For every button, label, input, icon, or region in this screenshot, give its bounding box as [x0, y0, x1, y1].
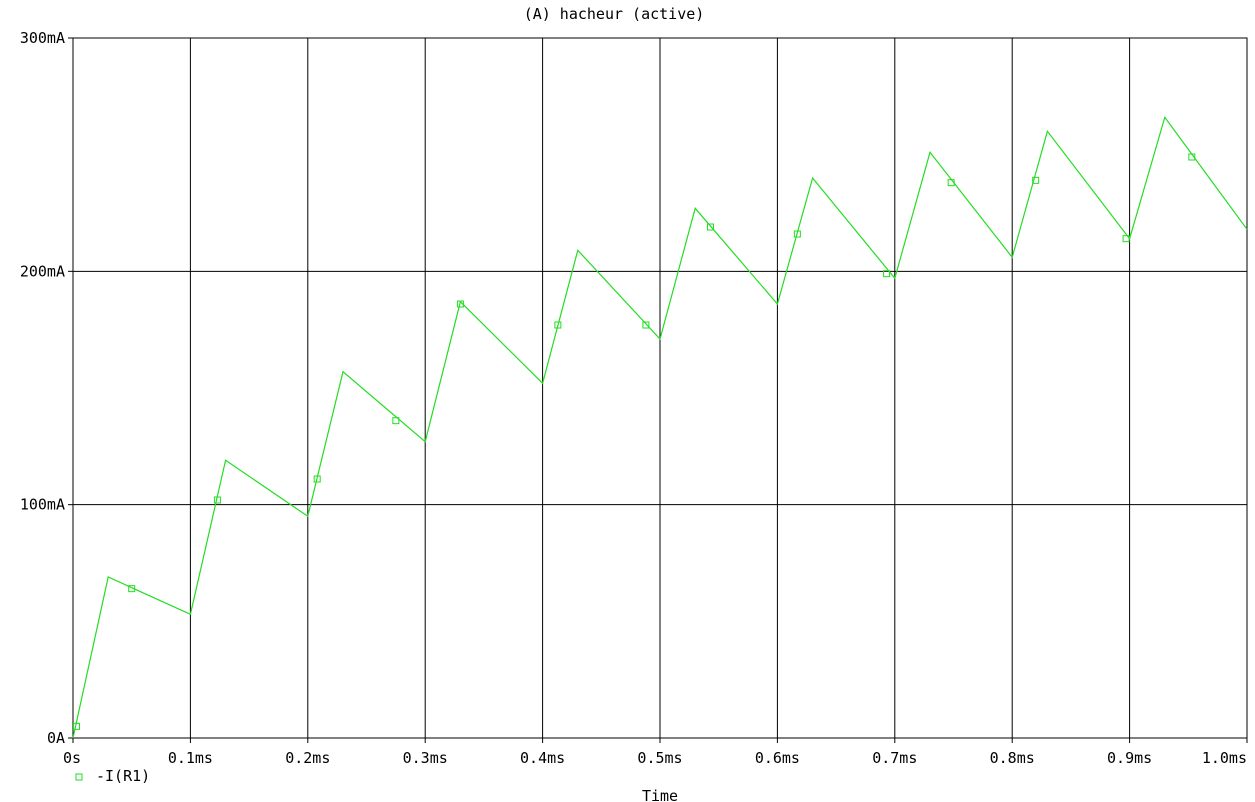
x-tick-label: 0.4ms [520, 749, 565, 767]
y-tick-label: 100mA [20, 496, 65, 514]
series-marker [1188, 153, 1196, 161]
series-marker [706, 223, 714, 231]
series-marker [554, 321, 562, 329]
series-marker [642, 321, 650, 329]
grid-lines [73, 38, 1247, 738]
x-tick-label: 0.1ms [168, 749, 213, 767]
series-marker [947, 179, 955, 187]
series-marker [793, 230, 801, 238]
series-line [72, 115, 1248, 739]
series-markers [73, 153, 1196, 730]
x-tick-label: 0.7ms [872, 749, 917, 767]
y-tick-label: 0A [47, 729, 65, 747]
x-tick-label: 0.8ms [990, 749, 1035, 767]
x-axis-label: Time [642, 787, 678, 802]
series-marker [1122, 235, 1130, 243]
series-marker [1032, 176, 1040, 184]
x-tick-label: 0.6ms [755, 749, 800, 767]
x-tick-label: 0.5ms [637, 749, 682, 767]
axis-ticks [68, 37, 1248, 743]
series-marker [73, 722, 81, 730]
x-tick-label: 0.3ms [403, 749, 448, 767]
x-tick-label: 0.9ms [1107, 749, 1152, 767]
chart-title: (A) hacheur (active) [524, 5, 705, 23]
series-marker [128, 585, 136, 593]
y-tick-labels: 0A 100mA 200mA 300mA [20, 29, 65, 747]
x-tick-labels: 0s 0.1ms 0.2ms 0.3ms 0.4ms 0.5ms 0.6ms 0.7ms 0.8… [63, 749, 1247, 767]
legend-entry: -I(R1) [96, 767, 150, 785]
x-tick-label: 1.0ms [1202, 749, 1247, 767]
series-marker [456, 300, 464, 308]
y-tick-label: 300mA [20, 29, 65, 47]
series-marker [313, 475, 321, 483]
x-tick-label: 0s [63, 749, 81, 767]
series-marker [213, 496, 221, 504]
legend-marker-icon [75, 773, 83, 781]
y-tick-label: 200mA [20, 262, 65, 280]
series-marker [883, 270, 891, 278]
series-marker [392, 417, 400, 425]
x-tick-label: 0.2ms [285, 749, 330, 767]
